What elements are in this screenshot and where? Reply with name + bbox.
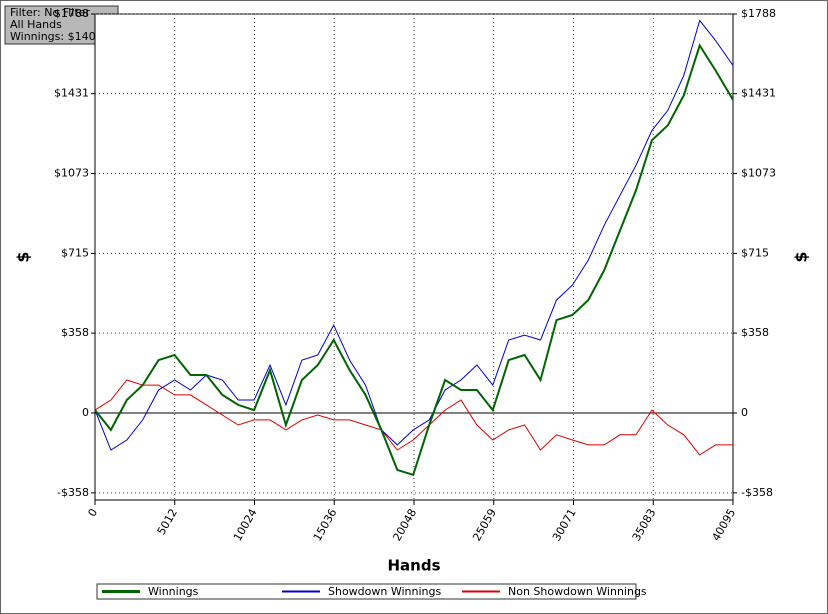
plot-area [94, 13, 734, 501]
y-tick-label: $715 [61, 246, 89, 259]
series-line [94, 19, 734, 451]
y-tick-label: $1431 [54, 87, 89, 100]
y-axis-label: $ [14, 251, 33, 262]
info-line: Winnings: $1403.29 [10, 30, 120, 43]
y-tick-label: $358 [61, 326, 89, 339]
y2-tick-label: 0 [741, 406, 748, 419]
y2-tick-label: $715 [741, 246, 769, 259]
series-line [94, 43, 734, 477]
legend-box [96, 583, 637, 600]
y2-axis-label: $ [792, 251, 811, 262]
y-tick-label: $1073 [54, 167, 89, 180]
series-line [94, 379, 733, 456]
legend-label: Showdown Winnings [328, 585, 442, 598]
y-tick-label: 0 [82, 406, 89, 419]
x-axis-label: Hands [387, 557, 440, 575]
y-tick-label: -$358 [57, 486, 89, 499]
y2-tick-label: $1073 [741, 167, 776, 180]
y-tick-label: $1788 [54, 7, 89, 20]
info-line: Filter: No Filter [10, 6, 90, 19]
y2-tick-label: -$358 [741, 486, 773, 499]
legend-label: Non Showdown Winnings [508, 585, 647, 598]
y2-tick-label: $358 [741, 326, 769, 339]
legend-label: Winnings [148, 585, 199, 598]
y2-tick-label: $1788 [741, 7, 776, 20]
info-line: All Hands [10, 18, 62, 31]
y2-tick-label: $1431 [741, 87, 776, 100]
